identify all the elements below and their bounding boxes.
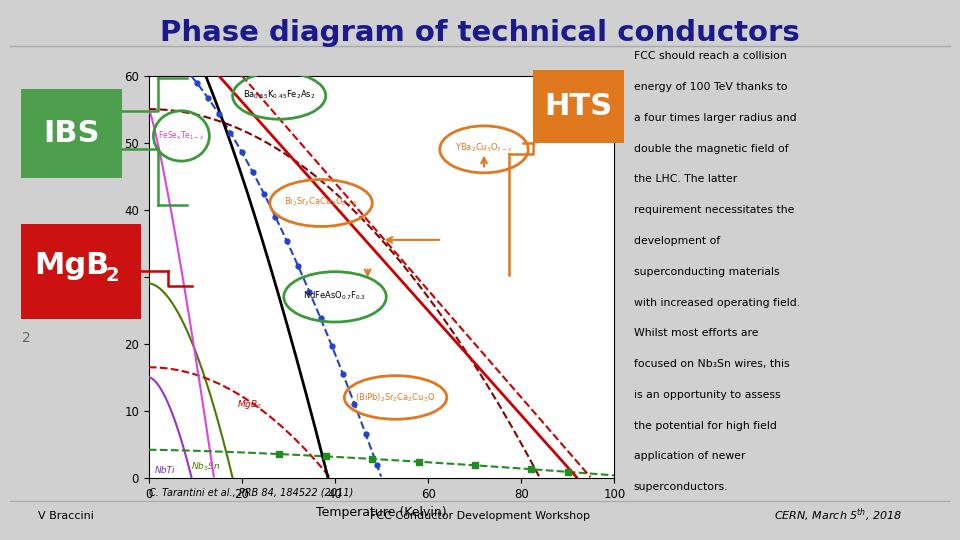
Text: superconducting materials: superconducting materials <box>634 267 780 277</box>
Text: 2: 2 <box>21 330 31 345</box>
Text: development of: development of <box>634 236 720 246</box>
Text: superconductors.: superconductors. <box>634 482 728 492</box>
Text: focused on Nb₃Sn wires, this: focused on Nb₃Sn wires, this <box>634 359 789 369</box>
Text: Phase diagram of technical conductors: Phase diagram of technical conductors <box>160 19 800 47</box>
Text: a four times larger radius and: a four times larger radius and <box>634 113 796 123</box>
Text: requirement necessitates the: requirement necessitates the <box>634 205 794 215</box>
Text: Whilst most efforts are: Whilst most efforts are <box>634 328 758 339</box>
X-axis label: Temperature (Kelvin): Temperature (Kelvin) <box>316 506 447 519</box>
Text: (BiPb)$_2$Sr$_2$Ca$_2$Cu$_3$O: (BiPb)$_2$Sr$_2$Ca$_2$Cu$_3$O <box>355 391 436 404</box>
Text: is an opportunity to assess: is an opportunity to assess <box>634 390 780 400</box>
Text: HTS: HTS <box>544 92 612 121</box>
Text: Nb$_3$Sn: Nb$_3$Sn <box>191 460 220 472</box>
Text: V Braccini: V Braccini <box>38 511 94 521</box>
Text: MgB: MgB <box>34 252 109 280</box>
Text: YBa$_2$Cu$_3$O$_{7-x}$: YBa$_2$Cu$_3$O$_{7-x}$ <box>455 142 514 154</box>
Text: IBS: IBS <box>43 119 100 148</box>
Text: CERN, March 5$^{th}$, 2018: CERN, March 5$^{th}$, 2018 <box>775 507 902 524</box>
Text: with increased operating field.: with increased operating field. <box>634 298 800 308</box>
Y-axis label: Field (Tesla): Field (Tesla) <box>106 240 119 314</box>
Text: FeSe$_x$Te$_{1-x}$: FeSe$_x$Te$_{1-x}$ <box>158 130 204 142</box>
Text: 2: 2 <box>105 266 119 285</box>
Text: MgB$_2$: MgB$_2$ <box>237 399 262 411</box>
Text: double the magnetic field of: double the magnetic field of <box>634 144 788 154</box>
Text: FCC Conductor Development Workshop: FCC Conductor Development Workshop <box>370 511 590 521</box>
Text: the LHC. The latter: the LHC. The latter <box>634 174 737 185</box>
Text: application of newer: application of newer <box>634 451 745 462</box>
Text: Bi$_2$Sr$_2$CaCu$_2$O$_{8+\delta}$: Bi$_2$Sr$_2$CaCu$_2$O$_{8+\delta}$ <box>284 195 358 208</box>
Text: NdFeAsO$_{0.7}$F$_{0.3}$: NdFeAsO$_{0.7}$F$_{0.3}$ <box>303 289 367 302</box>
Text: FCC should reach a collision: FCC should reach a collision <box>634 51 786 62</box>
Text: Ba$_{0.55}$K$_{0.45}$Fe$_2$As$_2$: Ba$_{0.55}$K$_{0.45}$Fe$_2$As$_2$ <box>243 88 316 100</box>
Text: the potential for high field: the potential for high field <box>634 421 777 431</box>
Text: NbTi: NbTi <box>155 465 175 475</box>
Text: energy of 100 TeV thanks to: energy of 100 TeV thanks to <box>634 82 787 92</box>
Text: C. Tarantini et al., PRB 84, 184522 (2011): C. Tarantini et al., PRB 84, 184522 (201… <box>149 487 353 497</box>
